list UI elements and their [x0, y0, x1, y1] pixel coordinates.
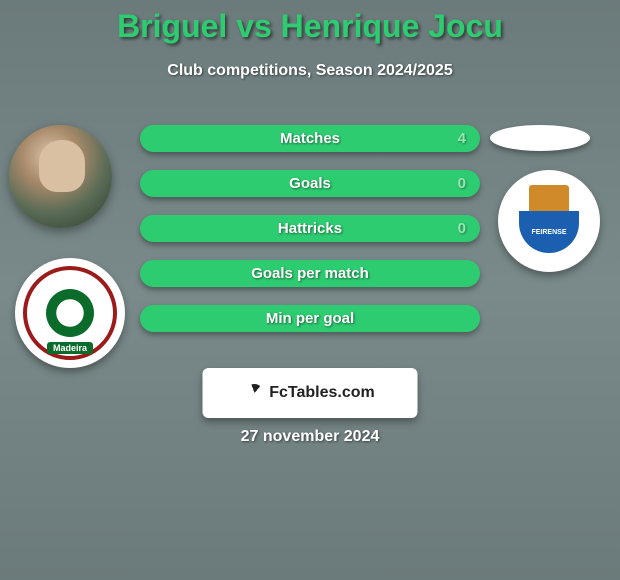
stat-bar: Goals 0: [140, 170, 480, 197]
club-left-crest: Madeira: [15, 258, 125, 368]
stat-label: Min per goal: [140, 305, 480, 332]
stat-bar: Min per goal: [140, 305, 480, 332]
comparison-card: Briguel vs Henrique Jocu Club competitio…: [0, 0, 620, 580]
stat-row: Goals 0: [140, 170, 480, 197]
player-left-avatar: [9, 125, 112, 228]
page-title: Briguel vs Henrique Jocu: [0, 8, 620, 45]
watermark-badge: FcTables.com: [203, 368, 418, 418]
stat-label: Goals: [140, 170, 480, 197]
stat-label: Hattricks: [140, 215, 480, 242]
stat-label: Matches: [140, 125, 480, 152]
club-left-emblem: [46, 289, 94, 337]
stat-bar: Matches 4: [140, 125, 480, 152]
stat-value-right: 0: [458, 170, 466, 197]
watermark-text: FcTables.com: [269, 384, 375, 402]
stat-bars: Matches 4 Goals 0 Hattricks 0 Goals per …: [140, 125, 480, 350]
page-subtitle: Club competitions, Season 2024/2025: [0, 62, 620, 80]
stat-bar: Hattricks 0: [140, 215, 480, 242]
club-left-banner: Madeira: [47, 342, 93, 354]
stat-label: Goals per match: [140, 260, 480, 287]
club-right-shield: FEIRENSE: [519, 211, 579, 253]
stat-row: Min per goal: [140, 305, 480, 332]
club-right-crest: FEIRENSE: [498, 170, 600, 272]
stat-value-left: 4: [458, 125, 466, 152]
watermark-swoosh-icon: [243, 381, 266, 404]
stat-row: Goals per match: [140, 260, 480, 287]
club-right-castle-icon: [529, 185, 569, 213]
stat-bar: Goals per match: [140, 260, 480, 287]
stat-value-right: 0: [458, 215, 466, 242]
player-right-avatar-placeholder: [490, 125, 590, 151]
stat-row: Hattricks 0: [140, 215, 480, 242]
stat-row: Matches 4: [140, 125, 480, 152]
generation-date: 27 november 2024: [0, 428, 620, 446]
